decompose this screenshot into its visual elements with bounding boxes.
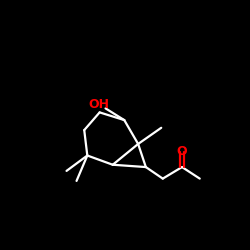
Text: OH: OH (88, 98, 109, 111)
Text: O: O (177, 145, 187, 158)
